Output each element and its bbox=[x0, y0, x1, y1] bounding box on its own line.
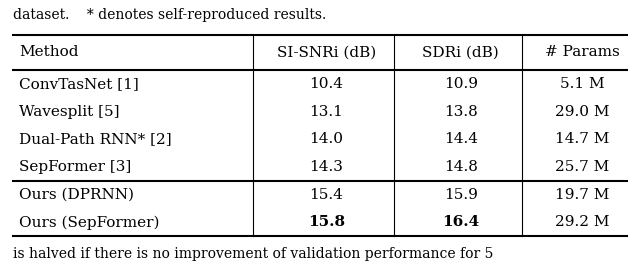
Text: ConvTasNet [1]: ConvTasNet [1] bbox=[19, 77, 139, 91]
Text: 14.4: 14.4 bbox=[444, 132, 478, 146]
Text: 15.8: 15.8 bbox=[308, 215, 345, 229]
Text: is halved if there is no improvement of validation performance for 5: is halved if there is no improvement of … bbox=[13, 247, 493, 261]
Text: 19.7 M: 19.7 M bbox=[556, 187, 609, 202]
Text: 14.7 M: 14.7 M bbox=[556, 132, 609, 146]
Text: Ours (SepFormer): Ours (SepFormer) bbox=[19, 215, 160, 229]
Text: Method: Method bbox=[19, 45, 79, 59]
Text: 10.9: 10.9 bbox=[444, 77, 478, 91]
Text: SDRi (dB): SDRi (dB) bbox=[422, 45, 499, 59]
Text: Wavesplit [5]: Wavesplit [5] bbox=[19, 104, 120, 119]
Text: 16.4: 16.4 bbox=[442, 215, 479, 229]
Text: dataset.    * denotes self-reproduced results.: dataset. * denotes self-reproduced resul… bbox=[13, 8, 326, 22]
Text: 14.3: 14.3 bbox=[310, 160, 343, 174]
Text: 10.4: 10.4 bbox=[309, 77, 344, 91]
Text: # Params: # Params bbox=[545, 45, 620, 59]
Text: 14.8: 14.8 bbox=[444, 160, 477, 174]
Text: 15.9: 15.9 bbox=[444, 187, 477, 202]
Text: 13.1: 13.1 bbox=[310, 104, 343, 119]
Text: SI-SNRi (dB): SI-SNRi (dB) bbox=[276, 45, 376, 59]
Text: 29.2 M: 29.2 M bbox=[555, 215, 610, 229]
Text: 14.0: 14.0 bbox=[309, 132, 344, 146]
Text: 25.7 M: 25.7 M bbox=[556, 160, 609, 174]
Text: 15.4: 15.4 bbox=[310, 187, 343, 202]
Text: 29.0 M: 29.0 M bbox=[555, 104, 610, 119]
Text: SepFormer [3]: SepFormer [3] bbox=[19, 160, 131, 174]
Text: Dual-Path RNN* [2]: Dual-Path RNN* [2] bbox=[19, 132, 172, 146]
Text: 5.1 M: 5.1 M bbox=[560, 77, 605, 91]
Text: 13.8: 13.8 bbox=[444, 104, 477, 119]
Text: Ours (DPRNN): Ours (DPRNN) bbox=[19, 187, 134, 202]
